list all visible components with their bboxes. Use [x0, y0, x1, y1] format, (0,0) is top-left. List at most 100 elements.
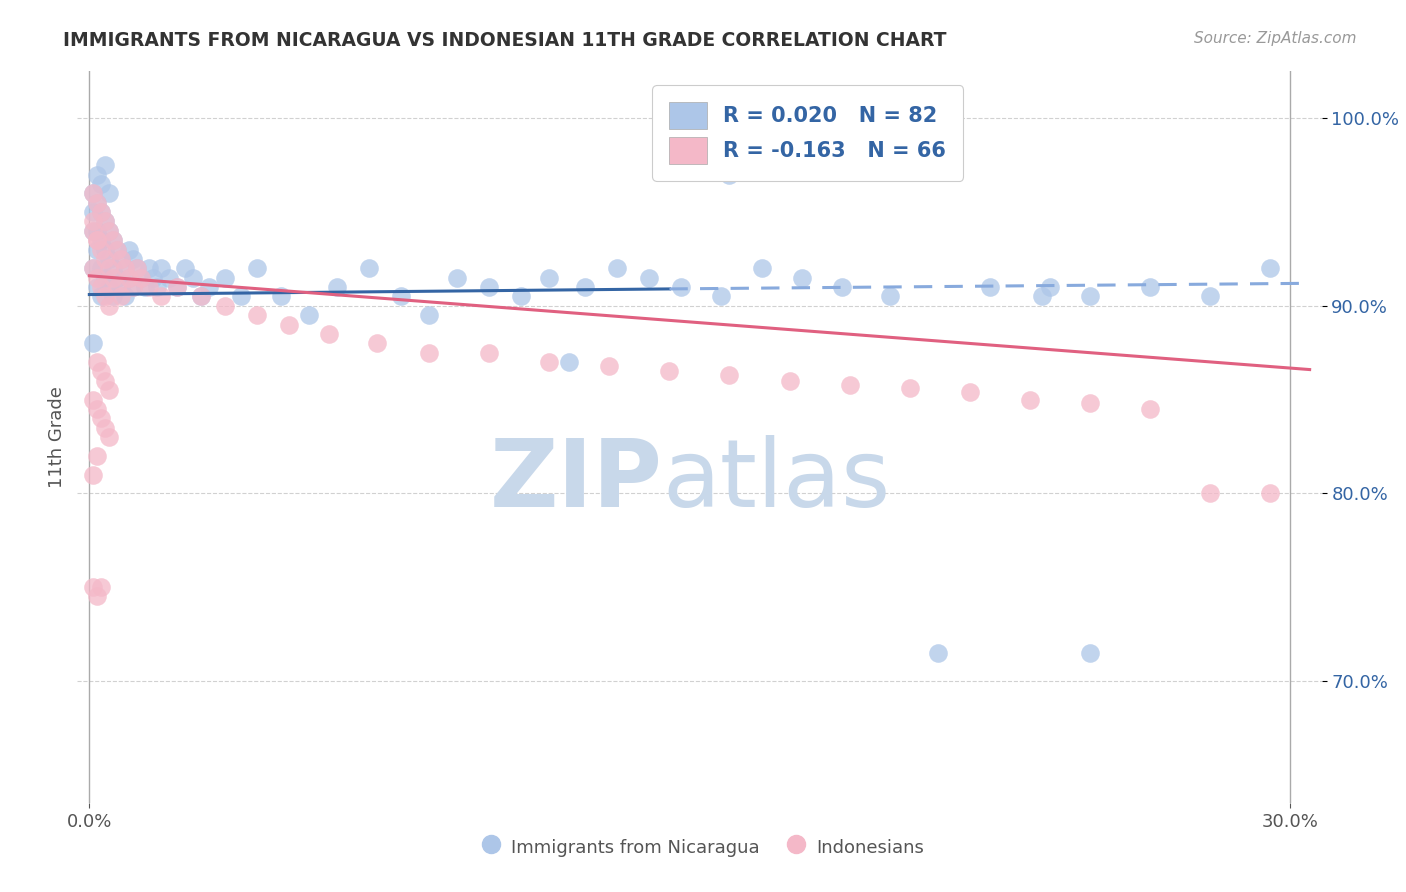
Point: [1031, 289, 1053, 303]
Point: [1139, 401, 1161, 416]
Point: [1258, 486, 1281, 500]
Point: [114, 289, 136, 303]
Point: [94, 289, 117, 303]
Point: [138, 280, 160, 294]
Point: [1018, 392, 1040, 407]
Point: [94, 252, 117, 266]
Point: [779, 374, 801, 388]
Point: [142, 270, 165, 285]
Point: [198, 280, 221, 294]
Point: [118, 243, 141, 257]
Point: [574, 280, 596, 294]
Point: [598, 359, 620, 373]
Point: [127, 261, 149, 276]
Legend: Immigrants from Nicaragua, Indonesians: Immigrants from Nicaragua, Indonesians: [475, 829, 931, 865]
Point: [110, 252, 132, 266]
Point: [86, 195, 108, 210]
Point: [94, 243, 117, 257]
Point: [157, 270, 180, 285]
Point: [790, 270, 813, 285]
Point: [90, 233, 112, 247]
Point: [86, 195, 108, 210]
Point: [82, 214, 104, 228]
Point: [710, 289, 733, 303]
Point: [98, 186, 121, 201]
Point: [718, 168, 741, 182]
Point: [94, 374, 117, 388]
Point: [214, 270, 236, 285]
Point: [183, 270, 205, 285]
Point: [90, 289, 112, 303]
Point: [114, 261, 136, 276]
Point: [246, 308, 269, 322]
Point: [418, 308, 440, 322]
Point: [538, 270, 561, 285]
Point: [1078, 396, 1101, 410]
Point: [1038, 280, 1060, 294]
Point: [82, 467, 104, 482]
Point: [86, 590, 108, 604]
Point: [478, 345, 501, 359]
Point: [658, 364, 681, 378]
Point: [110, 252, 132, 266]
Point: [979, 280, 1001, 294]
Point: [110, 280, 132, 294]
Point: [150, 289, 173, 303]
Point: [751, 261, 773, 276]
Point: [166, 280, 188, 294]
Point: [538, 355, 561, 369]
Point: [174, 261, 197, 276]
Point: [1078, 646, 1101, 660]
Point: [98, 252, 121, 266]
Text: atlas: atlas: [662, 435, 890, 527]
Point: [1198, 486, 1220, 500]
Point: [105, 270, 128, 285]
Point: [366, 336, 388, 351]
Point: [359, 261, 381, 276]
Point: [138, 261, 160, 276]
Point: [278, 318, 301, 332]
Point: [103, 261, 125, 276]
Point: [94, 270, 117, 285]
Point: [94, 214, 117, 228]
Point: [446, 270, 468, 285]
Point: [82, 261, 104, 276]
Point: [318, 326, 340, 341]
Point: [1078, 289, 1101, 303]
Point: [879, 289, 901, 303]
Point: [231, 289, 253, 303]
Point: [127, 261, 149, 276]
Point: [90, 280, 112, 294]
Point: [98, 224, 121, 238]
Point: [82, 186, 104, 201]
Point: [190, 289, 212, 303]
Point: [389, 289, 412, 303]
Point: [98, 299, 121, 313]
Point: [90, 177, 112, 191]
Point: [94, 420, 117, 434]
Point: [86, 233, 108, 247]
Point: [558, 355, 581, 369]
Point: [150, 261, 173, 276]
Text: IMMIGRANTS FROM NICARAGUA VS INDONESIAN 11TH GRADE CORRELATION CHART: IMMIGRANTS FROM NICARAGUA VS INDONESIAN …: [63, 31, 946, 50]
Point: [98, 280, 121, 294]
Point: [122, 280, 145, 294]
Point: [146, 280, 169, 294]
Point: [838, 377, 860, 392]
Point: [118, 270, 141, 285]
Point: [478, 280, 501, 294]
Point: [959, 385, 981, 400]
Point: [298, 308, 321, 322]
Text: ZIP: ZIP: [489, 435, 662, 527]
Point: [418, 345, 440, 359]
Point: [105, 243, 128, 257]
Point: [90, 411, 112, 425]
Point: [606, 261, 628, 276]
Point: [105, 280, 128, 294]
Point: [718, 368, 741, 383]
Point: [122, 280, 145, 294]
Point: [82, 224, 104, 238]
Point: [82, 261, 104, 276]
Point: [166, 280, 188, 294]
Point: [86, 280, 108, 294]
